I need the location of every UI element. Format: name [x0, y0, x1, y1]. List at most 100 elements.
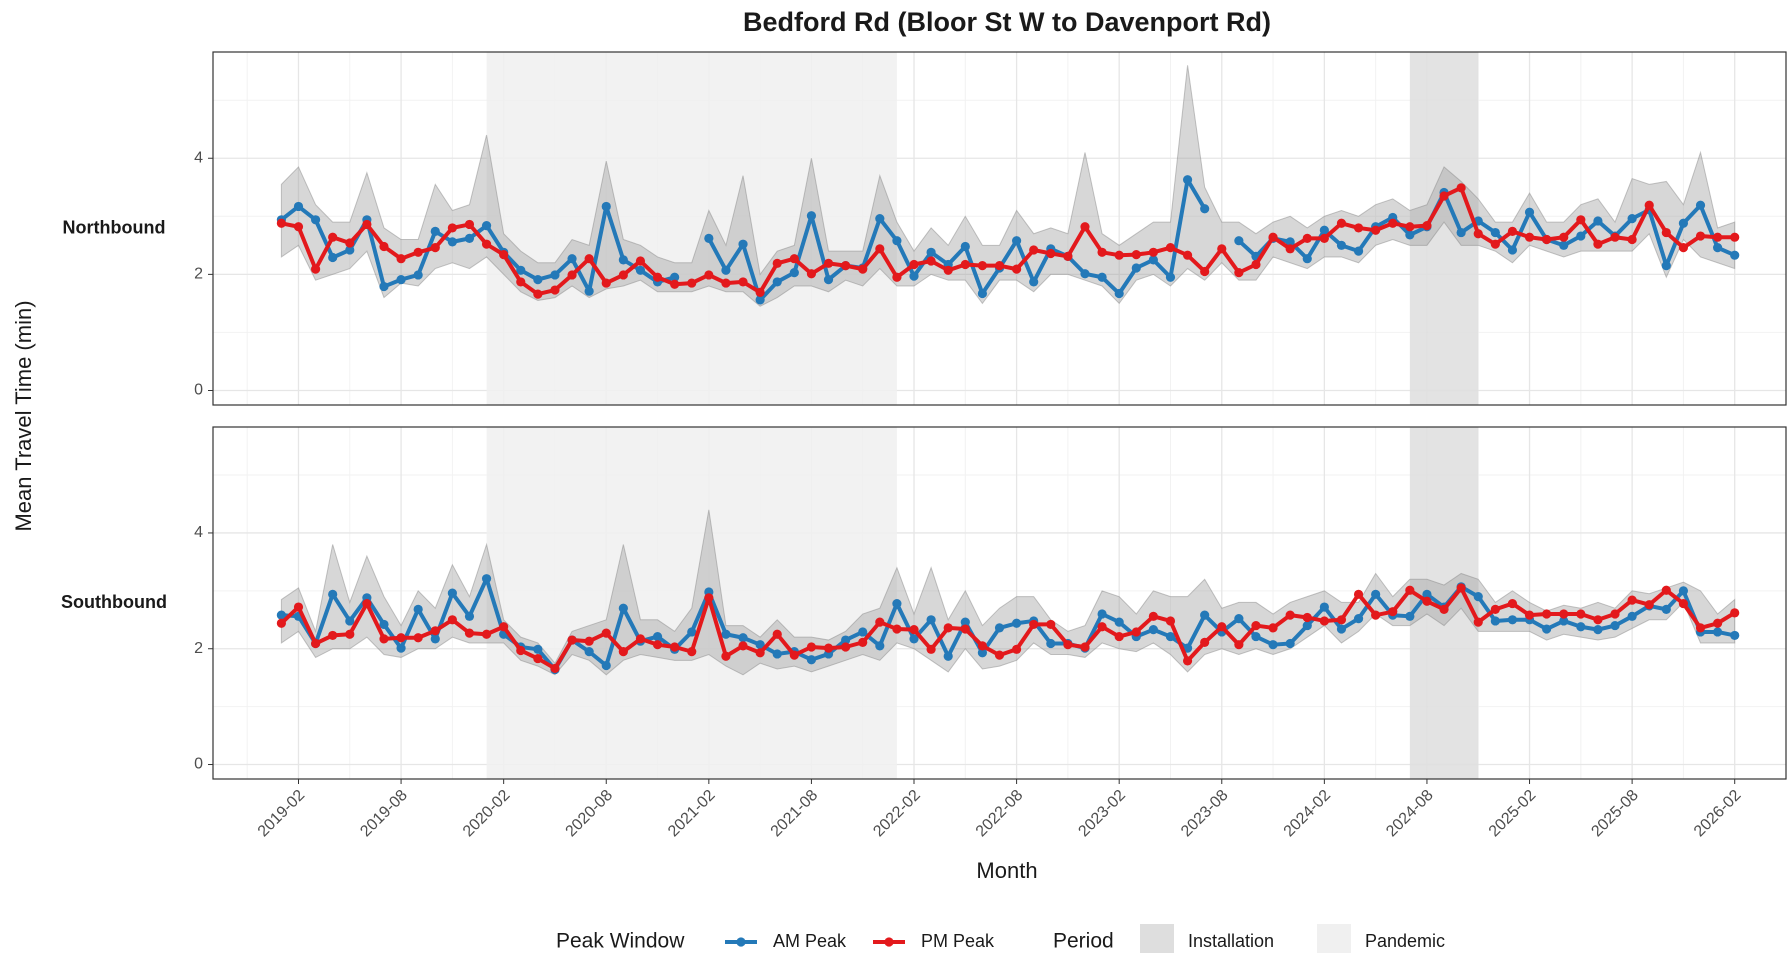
data-point [413, 247, 423, 257]
data-point [379, 634, 389, 644]
data-point [875, 617, 885, 627]
data-point [738, 277, 748, 287]
data-point [1678, 586, 1689, 596]
x-tick-label: 2025-08 [1588, 787, 1642, 841]
data-point [960, 624, 970, 634]
data-point [738, 641, 748, 651]
data-point [1678, 243, 1689, 253]
data-point [584, 254, 594, 264]
data-point [1200, 637, 1210, 647]
data-point [1353, 246, 1364, 256]
data-point [618, 603, 628, 613]
data-point [1644, 600, 1654, 610]
data-point [464, 611, 475, 621]
data-point [447, 588, 457, 598]
data-point [635, 265, 646, 275]
data-point [977, 648, 988, 658]
data-point [1319, 225, 1329, 235]
data-point [926, 247, 936, 257]
data-point [1011, 618, 1022, 628]
data-point [926, 256, 936, 266]
data-point [772, 629, 782, 639]
legend-label: Pandemic [1365, 931, 1445, 951]
data-point [1559, 232, 1569, 242]
data-point [1559, 240, 1569, 250]
data-point [721, 629, 731, 639]
data-point [1559, 616, 1569, 626]
data-point [652, 272, 663, 282]
data-point [447, 223, 457, 233]
data-point [926, 615, 936, 625]
data-point [276, 618, 286, 628]
data-point [345, 245, 355, 255]
data-point [755, 295, 765, 305]
data-point [1490, 616, 1500, 626]
data-point [1353, 223, 1364, 233]
data-point [960, 241, 970, 252]
data-point [1046, 619, 1056, 630]
y-tick-label: 2 [194, 640, 203, 657]
data-point [875, 244, 885, 254]
data-point [1131, 263, 1141, 273]
data-point [1302, 620, 1312, 631]
data-point [293, 222, 304, 232]
data-point [1319, 602, 1329, 612]
x-tick-label: 2021-08 [768, 787, 822, 841]
data-point [858, 637, 868, 647]
data-point [1490, 227, 1500, 238]
y-tick-label: 0 [194, 382, 203, 399]
data-point [1234, 614, 1244, 624]
data-point [1473, 592, 1483, 602]
legend-point [884, 937, 894, 947]
data-point [328, 252, 338, 263]
x-tick-label: 2022-02 [870, 787, 924, 841]
data-point [533, 653, 543, 664]
data-point [772, 277, 782, 287]
data-point [1695, 623, 1706, 633]
data-point [396, 633, 406, 643]
data-point [1661, 227, 1671, 238]
data-point [1029, 277, 1039, 287]
data-point [1029, 245, 1039, 255]
data-point [533, 289, 543, 299]
data-point [1610, 232, 1620, 242]
data-point [806, 269, 817, 279]
data-point [430, 243, 440, 253]
data-point [1524, 610, 1535, 620]
data-point [584, 286, 594, 296]
data-point [1268, 623, 1278, 633]
data-point [1490, 239, 1500, 249]
data-point [943, 623, 953, 633]
data-point [772, 258, 782, 268]
data-point [875, 214, 885, 224]
data-point [1165, 272, 1176, 282]
data-point [1507, 245, 1518, 255]
data-point [1730, 630, 1740, 641]
data-point [721, 278, 731, 288]
data-point [909, 625, 919, 635]
data-point [481, 239, 492, 249]
data-point [943, 651, 953, 661]
data-point [823, 643, 834, 653]
x-tick-label: 2020-02 [460, 787, 514, 841]
data-point [755, 648, 765, 658]
data-point [1319, 233, 1329, 243]
data-point [1302, 612, 1312, 623]
data-point [977, 261, 988, 271]
data-point [1131, 627, 1141, 637]
data-point [1730, 608, 1740, 618]
x-tick-label: 2023-08 [1178, 787, 1232, 841]
data-point [1011, 264, 1022, 274]
data-point [1422, 220, 1432, 231]
data-point [618, 647, 628, 657]
data-point [1507, 226, 1518, 237]
data-point [721, 265, 731, 275]
data-point [1251, 631, 1261, 642]
data-point [1336, 624, 1347, 634]
data-point [1268, 232, 1278, 242]
data-point [1046, 638, 1056, 649]
data-point [1148, 625, 1158, 635]
data-point [1439, 604, 1449, 614]
